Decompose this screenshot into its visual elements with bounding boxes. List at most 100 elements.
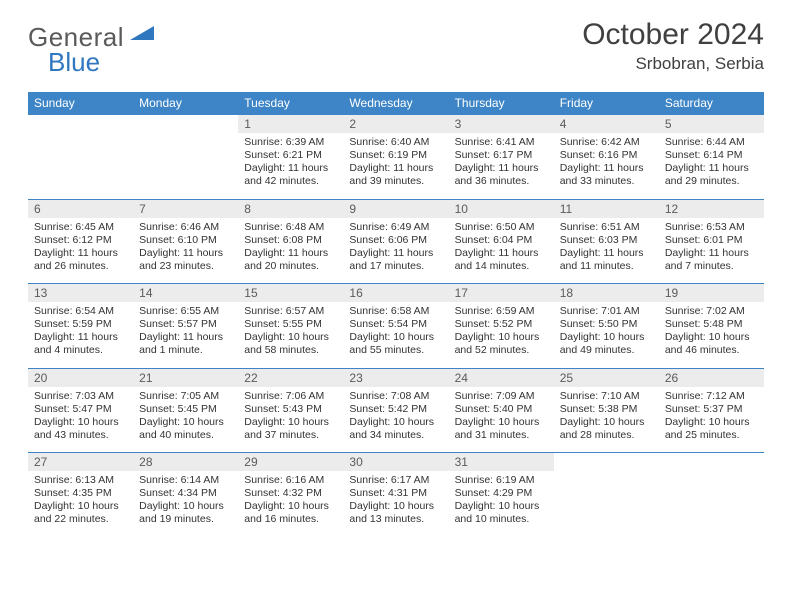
day-number: 7 xyxy=(133,200,238,218)
calendar-cell: 6Sunrise: 6:45 AMSunset: 6:12 PMDaylight… xyxy=(28,199,133,284)
sunrise-text: Sunrise: 6:13 AM xyxy=(34,474,127,487)
day-number: 20 xyxy=(28,369,133,387)
day-number: 22 xyxy=(238,369,343,387)
daylight-text: Daylight: 10 hours and 49 minutes. xyxy=(560,331,653,357)
day-details: Sunrise: 6:54 AMSunset: 5:59 PMDaylight:… xyxy=(28,302,133,368)
sunset-text: Sunset: 4:31 PM xyxy=(349,487,442,500)
daylight-text: Daylight: 11 hours and 36 minutes. xyxy=(455,162,548,188)
day-details: Sunrise: 7:08 AMSunset: 5:42 PMDaylight:… xyxy=(343,387,448,453)
daylight-text: Daylight: 10 hours and 34 minutes. xyxy=(349,416,442,442)
day-details: Sunrise: 7:09 AMSunset: 5:40 PMDaylight:… xyxy=(449,387,554,453)
daylight-text: Daylight: 10 hours and 22 minutes. xyxy=(34,500,127,526)
sunrise-text: Sunrise: 7:08 AM xyxy=(349,390,442,403)
sunset-text: Sunset: 5:43 PM xyxy=(244,403,337,416)
sunset-text: Sunset: 6:12 PM xyxy=(34,234,127,247)
daylight-text: Daylight: 11 hours and 39 minutes. xyxy=(349,162,442,188)
daylight-text: Daylight: 11 hours and 14 minutes. xyxy=(455,247,548,273)
daylight-text: Daylight: 11 hours and 29 minutes. xyxy=(665,162,758,188)
day-details: Sunrise: 6:50 AMSunset: 6:04 PMDaylight:… xyxy=(449,218,554,284)
sunset-text: Sunset: 5:52 PM xyxy=(455,318,548,331)
calendar-cell: 4Sunrise: 6:42 AMSunset: 6:16 PMDaylight… xyxy=(554,115,659,200)
calendar-cell: .. xyxy=(554,453,659,537)
weekday-header: Tuesday xyxy=(238,92,343,115)
day-number: 23 xyxy=(343,369,448,387)
day-number: 14 xyxy=(133,284,238,302)
calendar-cell: 5Sunrise: 6:44 AMSunset: 6:14 PMDaylight… xyxy=(659,115,764,200)
sunset-text: Sunset: 4:29 PM xyxy=(455,487,548,500)
day-number: 13 xyxy=(28,284,133,302)
day-number: 25 xyxy=(554,369,659,387)
daylight-text: Daylight: 10 hours and 40 minutes. xyxy=(139,416,232,442)
calendar-cell: .. xyxy=(133,115,238,200)
sunrise-text: Sunrise: 6:48 AM xyxy=(244,221,337,234)
calendar-cell: 26Sunrise: 7:12 AMSunset: 5:37 PMDayligh… xyxy=(659,368,764,453)
calendar-week-row: 13Sunrise: 6:54 AMSunset: 5:59 PMDayligh… xyxy=(28,284,764,369)
sunset-text: Sunset: 5:59 PM xyxy=(34,318,127,331)
calendar-cell: 19Sunrise: 7:02 AMSunset: 5:48 PMDayligh… xyxy=(659,284,764,369)
day-details: Sunrise: 6:45 AMSunset: 6:12 PMDaylight:… xyxy=(28,218,133,284)
sunset-text: Sunset: 6:21 PM xyxy=(244,149,337,162)
calendar-cell: 7Sunrise: 6:46 AMSunset: 6:10 PMDaylight… xyxy=(133,199,238,284)
day-details: Sunrise: 6:13 AMSunset: 4:35 PMDaylight:… xyxy=(28,471,133,537)
day-number: 6 xyxy=(28,200,133,218)
sunrise-text: Sunrise: 6:50 AM xyxy=(455,221,548,234)
calendar-cell: 13Sunrise: 6:54 AMSunset: 5:59 PMDayligh… xyxy=(28,284,133,369)
sunrise-text: Sunrise: 6:59 AM xyxy=(455,305,548,318)
calendar-cell: 15Sunrise: 6:57 AMSunset: 5:55 PMDayligh… xyxy=(238,284,343,369)
calendar-cell: 31Sunrise: 6:19 AMSunset: 4:29 PMDayligh… xyxy=(449,453,554,537)
day-details: Sunrise: 6:17 AMSunset: 4:31 PMDaylight:… xyxy=(343,471,448,537)
daylight-text: Daylight: 10 hours and 10 minutes. xyxy=(455,500,548,526)
day-details: Sunrise: 7:12 AMSunset: 5:37 PMDaylight:… xyxy=(659,387,764,453)
day-details: Sunrise: 6:39 AMSunset: 6:21 PMDaylight:… xyxy=(238,133,343,199)
day-number: 18 xyxy=(554,284,659,302)
sunrise-text: Sunrise: 6:14 AM xyxy=(139,474,232,487)
day-number: 16 xyxy=(343,284,448,302)
day-number: 2 xyxy=(343,115,448,133)
sunrise-text: Sunrise: 6:51 AM xyxy=(560,221,653,234)
day-number: 3 xyxy=(449,115,554,133)
calendar-cell: 2Sunrise: 6:40 AMSunset: 6:19 PMDaylight… xyxy=(343,115,448,200)
weekday-header: Saturday xyxy=(659,92,764,115)
day-details: Sunrise: 6:51 AMSunset: 6:03 PMDaylight:… xyxy=(554,218,659,284)
day-number: 29 xyxy=(238,453,343,471)
sunrise-text: Sunrise: 6:46 AM xyxy=(139,221,232,234)
sunset-text: Sunset: 5:54 PM xyxy=(349,318,442,331)
calendar-cell: 3Sunrise: 6:41 AMSunset: 6:17 PMDaylight… xyxy=(449,115,554,200)
day-details: Sunrise: 6:48 AMSunset: 6:08 PMDaylight:… xyxy=(238,218,343,284)
day-number: 27 xyxy=(28,453,133,471)
daylight-text: Daylight: 10 hours and 58 minutes. xyxy=(244,331,337,357)
day-number: 1 xyxy=(238,115,343,133)
calendar-cell: 11Sunrise: 6:51 AMSunset: 6:03 PMDayligh… xyxy=(554,199,659,284)
sunrise-text: Sunrise: 6:49 AM xyxy=(349,221,442,234)
day-number: 19 xyxy=(659,284,764,302)
day-details: Sunrise: 6:46 AMSunset: 6:10 PMDaylight:… xyxy=(133,218,238,284)
sunset-text: Sunset: 4:34 PM xyxy=(139,487,232,500)
daylight-text: Daylight: 11 hours and 17 minutes. xyxy=(349,247,442,273)
calendar-cell: 17Sunrise: 6:59 AMSunset: 5:52 PMDayligh… xyxy=(449,284,554,369)
day-details: Sunrise: 6:16 AMSunset: 4:32 PMDaylight:… xyxy=(238,471,343,537)
sunrise-text: Sunrise: 6:41 AM xyxy=(455,136,548,149)
day-number: 8 xyxy=(238,200,343,218)
sunrise-text: Sunrise: 6:16 AM xyxy=(244,474,337,487)
calendar-cell: 28Sunrise: 6:14 AMSunset: 4:34 PMDayligh… xyxy=(133,453,238,537)
day-details: Sunrise: 6:44 AMSunset: 6:14 PMDaylight:… xyxy=(659,133,764,199)
sunset-text: Sunset: 6:04 PM xyxy=(455,234,548,247)
day-details: Sunrise: 7:05 AMSunset: 5:45 PMDaylight:… xyxy=(133,387,238,453)
sunrise-text: Sunrise: 7:03 AM xyxy=(34,390,127,403)
sunset-text: Sunset: 5:47 PM xyxy=(34,403,127,416)
weekday-header: Sunday xyxy=(28,92,133,115)
sunset-text: Sunset: 5:42 PM xyxy=(349,403,442,416)
daylight-text: Daylight: 10 hours and 46 minutes. xyxy=(665,331,758,357)
calendar-cell: 18Sunrise: 7:01 AMSunset: 5:50 PMDayligh… xyxy=(554,284,659,369)
calendar-cell: .. xyxy=(28,115,133,200)
sunrise-text: Sunrise: 7:12 AM xyxy=(665,390,758,403)
sunrise-text: Sunrise: 6:58 AM xyxy=(349,305,442,318)
day-details: Sunrise: 7:02 AMSunset: 5:48 PMDaylight:… xyxy=(659,302,764,368)
day-details: Sunrise: 7:01 AMSunset: 5:50 PMDaylight:… xyxy=(554,302,659,368)
sunset-text: Sunset: 6:06 PM xyxy=(349,234,442,247)
day-number: 4 xyxy=(554,115,659,133)
sunrise-text: Sunrise: 6:17 AM xyxy=(349,474,442,487)
sunrise-text: Sunrise: 6:19 AM xyxy=(455,474,548,487)
sunset-text: Sunset: 6:16 PM xyxy=(560,149,653,162)
sunrise-text: Sunrise: 6:57 AM xyxy=(244,305,337,318)
